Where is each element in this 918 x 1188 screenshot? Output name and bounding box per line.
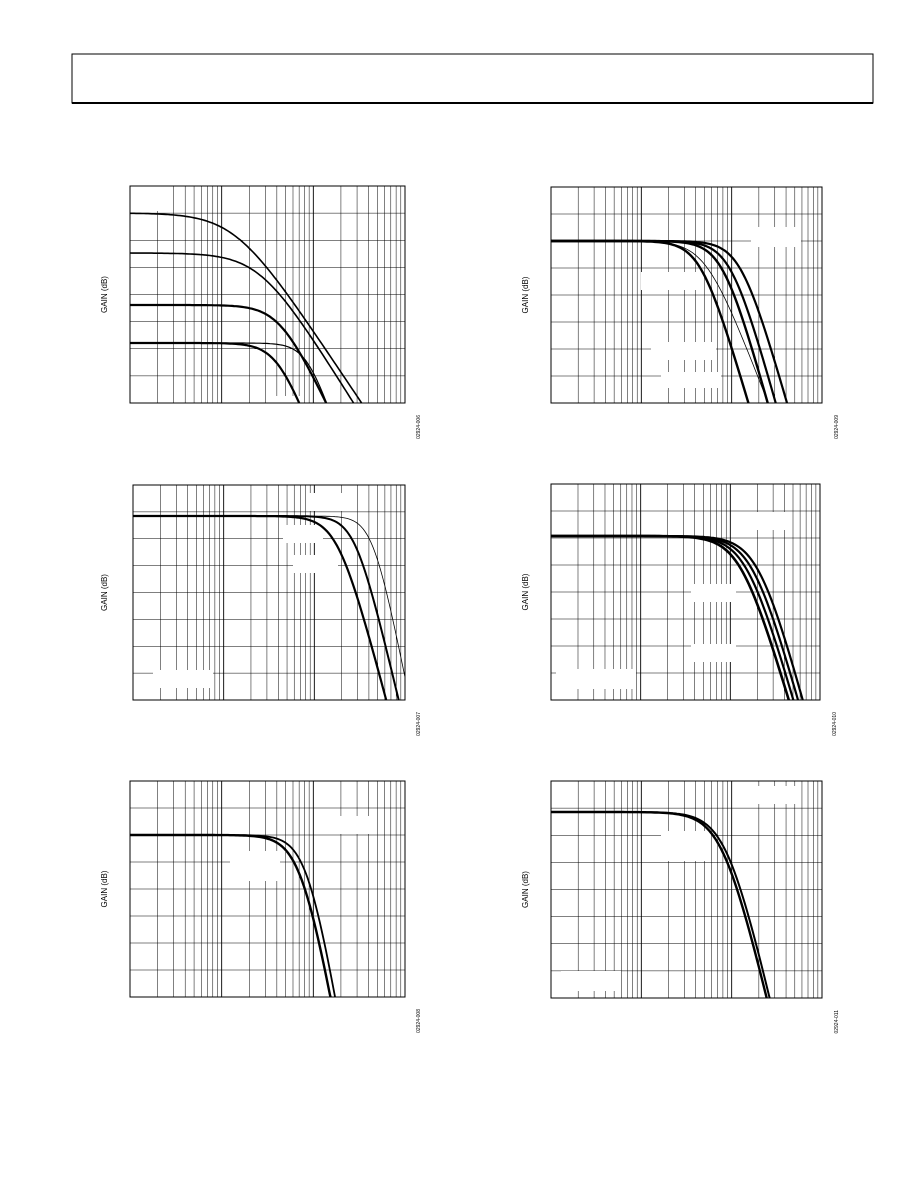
label-mask (230, 851, 280, 881)
header-box (71, 53, 874, 104)
plot-frame (132, 484, 406, 701)
response-curve (551, 811, 771, 998)
label-mask (751, 512, 791, 530)
label-mask (130, 186, 170, 211)
label-mask (556, 669, 636, 689)
label-mask (641, 272, 701, 290)
label-mask (153, 670, 213, 688)
y-axis-label: GAIN (dB) (521, 871, 530, 908)
plot-frame (129, 780, 406, 998)
response-curve (130, 342, 328, 403)
label-mask (751, 786, 801, 804)
response-curve (133, 515, 405, 678)
chart: GAIN (dB) 02924-009 (521, 186, 840, 439)
y-axis-label: GAIN (dB) (100, 276, 109, 313)
response-curve (130, 252, 355, 403)
response-curve (130, 341, 301, 403)
chart: GAIN (dB) 02924-011 (521, 780, 840, 1034)
label-mask (308, 493, 353, 511)
label-mask (661, 372, 721, 388)
figure-id: 02924-007 (416, 712, 422, 736)
plot-frame (550, 780, 823, 999)
plot-frame (550, 483, 821, 701)
plot-frame (550, 186, 823, 404)
label-mask (661, 831, 711, 861)
chart: GAIN (dB) 02924-008 (100, 780, 422, 1033)
response-curve (551, 534, 804, 700)
y-axis-label: GAIN (dB) (521, 276, 530, 313)
figure-id: 02924-006 (416, 415, 422, 439)
response-curve (130, 212, 363, 403)
label-mask (293, 555, 338, 573)
label-mask (691, 584, 736, 602)
y-axis-label: GAIN (dB) (521, 573, 530, 610)
figure-id: 02924-008 (416, 1009, 422, 1033)
label-mask (691, 644, 736, 662)
chart: GAIN (dB) 02924-006 (100, 185, 422, 439)
label-mask (561, 971, 621, 991)
label-mask (283, 525, 323, 543)
figure-id: 02924-009 (834, 415, 840, 439)
plot-frame (129, 185, 406, 404)
y-axis-label: GAIN (dB) (100, 574, 109, 611)
label-mask (330, 816, 375, 834)
label-mask (751, 227, 801, 247)
y-axis-label: GAIN (dB) (100, 870, 109, 907)
response-curve (130, 303, 328, 403)
figure-id: 02924-010 (832, 712, 838, 736)
response-curve (130, 834, 336, 997)
label-mask (270, 396, 300, 414)
chart: GAIN (dB) 02924-010 (521, 483, 838, 736)
label-mask (651, 342, 716, 360)
response-curve (551, 240, 769, 403)
chart: GAIN (dB) 02924-007 (100, 484, 422, 736)
figure-id: 02924-011 (834, 1010, 840, 1034)
